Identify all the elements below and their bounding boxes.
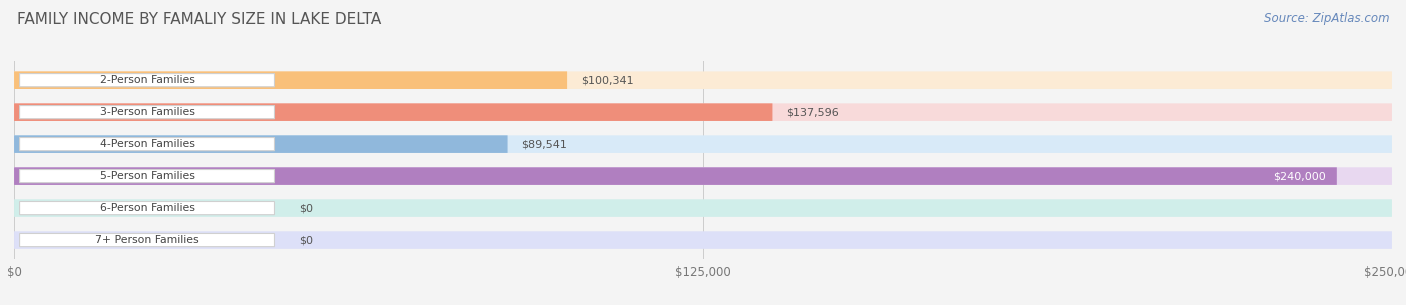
FancyBboxPatch shape: [20, 202, 274, 215]
Text: $0: $0: [299, 203, 314, 213]
FancyBboxPatch shape: [14, 199, 1392, 217]
FancyBboxPatch shape: [20, 74, 274, 87]
FancyBboxPatch shape: [14, 103, 1392, 121]
FancyBboxPatch shape: [14, 103, 772, 121]
Text: 5-Person Families: 5-Person Families: [100, 171, 194, 181]
Text: $137,596: $137,596: [786, 107, 839, 117]
Text: $100,341: $100,341: [581, 75, 634, 85]
Text: $89,541: $89,541: [522, 139, 567, 149]
FancyBboxPatch shape: [20, 138, 274, 151]
Text: 6-Person Families: 6-Person Families: [100, 203, 194, 213]
Text: $240,000: $240,000: [1272, 171, 1326, 181]
FancyBboxPatch shape: [20, 106, 274, 119]
FancyBboxPatch shape: [14, 71, 1392, 89]
FancyBboxPatch shape: [14, 135, 508, 153]
FancyBboxPatch shape: [20, 233, 274, 247]
Text: 7+ Person Families: 7+ Person Families: [96, 235, 198, 245]
FancyBboxPatch shape: [14, 71, 567, 89]
FancyBboxPatch shape: [14, 167, 1392, 185]
Text: 2-Person Families: 2-Person Families: [100, 75, 194, 85]
Text: Source: ZipAtlas.com: Source: ZipAtlas.com: [1264, 12, 1389, 25]
FancyBboxPatch shape: [14, 231, 1392, 249]
FancyBboxPatch shape: [14, 167, 1337, 185]
Text: $0: $0: [299, 235, 314, 245]
Text: FAMILY INCOME BY FAMALIY SIZE IN LAKE DELTA: FAMILY INCOME BY FAMALIY SIZE IN LAKE DE…: [17, 12, 381, 27]
Text: 3-Person Families: 3-Person Families: [100, 107, 194, 117]
FancyBboxPatch shape: [20, 170, 274, 183]
FancyBboxPatch shape: [14, 135, 1392, 153]
Text: 4-Person Families: 4-Person Families: [100, 139, 194, 149]
